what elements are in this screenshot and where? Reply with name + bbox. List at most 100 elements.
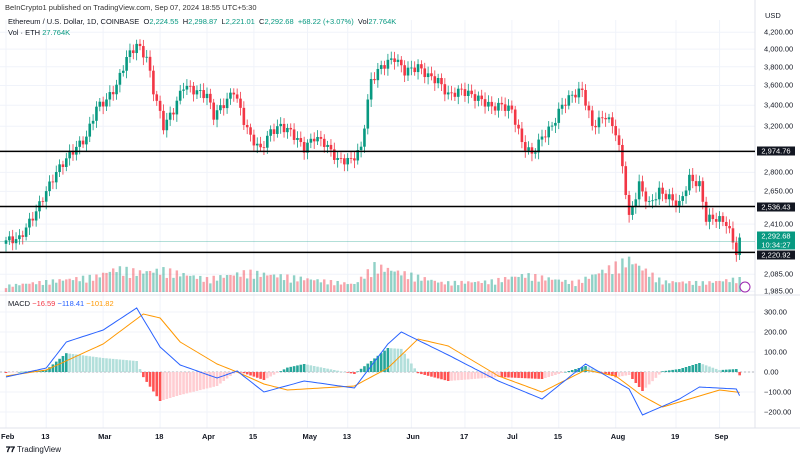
volume-bar	[323, 279, 326, 292]
volume-bar	[517, 276, 520, 292]
macd-histogram-bar	[219, 372, 222, 384]
volume-bar	[8, 284, 11, 292]
volume-bar	[162, 267, 165, 292]
volume-bar	[540, 275, 544, 292]
candle	[386, 59, 390, 69]
candle	[728, 225, 731, 229]
time-tick: 19	[671, 432, 680, 441]
macd-histogram-bar	[651, 372, 654, 382]
candle	[118, 72, 122, 85]
volume-bar	[329, 280, 333, 292]
volume-bar	[671, 281, 674, 292]
candle	[503, 104, 507, 111]
macd-histogram-bar	[657, 372, 661, 375]
macd-histogram-bar	[721, 369, 725, 372]
price-tick: 3,800.00	[764, 62, 794, 72]
candle	[121, 70, 125, 73]
macd-histogram-bar	[396, 348, 400, 372]
candle	[647, 201, 651, 202]
volume-bar	[85, 282, 88, 292]
macd-histogram-bar	[44, 370, 48, 372]
candle	[661, 187, 664, 194]
volume-bar	[430, 279, 433, 292]
macd-histogram-bar	[728, 369, 731, 372]
macd-histogram-bar	[172, 372, 175, 397]
volume-bar	[31, 282, 34, 292]
macd-histogram-bar	[205, 372, 209, 389]
volume-bar	[440, 281, 443, 292]
candle	[436, 77, 440, 84]
candle	[71, 150, 75, 155]
lightning-icon[interactable]	[739, 281, 751, 293]
macd-histogram-bar	[400, 348, 403, 372]
volume-bar	[704, 284, 708, 292]
volume-bar	[725, 279, 728, 292]
volume-bar	[601, 269, 604, 292]
volume-bar	[534, 274, 537, 292]
change: +68.22 (+3.07%)	[297, 17, 354, 26]
volume-bar	[168, 268, 172, 292]
candle	[664, 193, 668, 200]
macd-histogram-bar	[410, 363, 413, 372]
currency-label: USD	[765, 11, 781, 20]
candle	[483, 99, 487, 107]
macd-histogram-bar	[366, 363, 370, 372]
volume-bar	[18, 285, 21, 292]
volume-bar	[376, 273, 380, 292]
candle	[269, 129, 272, 136]
macd-histogram-bar	[185, 372, 189, 394]
macd-histogram-bar	[98, 357, 102, 372]
candle	[222, 105, 226, 109]
candle	[155, 94, 159, 101]
volume-bar	[45, 280, 48, 292]
candle	[346, 157, 349, 165]
volume-bar	[621, 258, 624, 292]
candle	[574, 94, 577, 98]
candle	[48, 181, 51, 192]
macd-histogram-bar	[718, 370, 721, 372]
macd-histogram-bar	[590, 368, 594, 372]
candle	[456, 88, 460, 97]
volume-bar	[641, 270, 644, 292]
macd-histogram-bar	[178, 372, 182, 395]
volume-bar	[708, 281, 711, 292]
candle	[560, 104, 564, 109]
candle	[91, 120, 95, 124]
candle	[272, 129, 276, 134]
time-tick: May	[302, 432, 318, 441]
macd-legend: MACD −16.59 −118.41 −101.82	[8, 299, 114, 308]
tradingview-logo: 𝟕𝟕 TradingView	[6, 445, 62, 454]
macd-histogram-bar	[309, 365, 313, 372]
candle	[480, 95, 483, 100]
candle	[708, 214, 711, 222]
candle	[416, 64, 420, 73]
volume-bar	[681, 281, 684, 292]
candle	[302, 142, 306, 153]
candle	[517, 124, 520, 129]
volume-bar	[95, 274, 98, 292]
price-tick: 3,400.00	[764, 100, 794, 110]
volume-bar	[581, 282, 584, 292]
volume-bar	[152, 272, 155, 292]
time-tick: Aug	[610, 432, 626, 441]
macd-histogram-bar	[359, 368, 363, 372]
volume-bar	[514, 276, 517, 292]
macd-histogram-bar	[71, 354, 75, 372]
volume-bar	[477, 281, 480, 292]
volume-bar	[457, 285, 460, 292]
candle	[115, 84, 118, 95]
volume-bar	[21, 283, 24, 292]
macd-histogram-bar	[376, 355, 380, 372]
volume-bar	[239, 276, 242, 292]
candle	[460, 88, 463, 90]
volume-bar	[11, 286, 14, 292]
price-tick: 4,000.00	[764, 44, 794, 54]
macd-histogram-bar	[698, 363, 701, 372]
macd-histogram-bar	[279, 371, 282, 372]
volume-bar	[38, 280, 41, 292]
macd-tick: 300.00	[764, 307, 787, 317]
volume-bar	[648, 276, 651, 292]
candle	[34, 211, 38, 221]
candle	[691, 174, 695, 182]
